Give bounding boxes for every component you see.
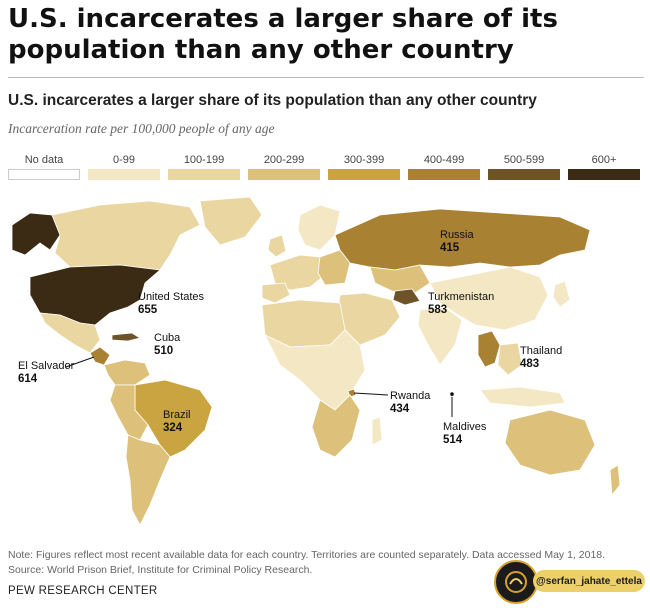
country-greenland bbox=[199, 196, 263, 246]
country-alaska bbox=[11, 212, 61, 256]
legend-item-100-199: 100-199 bbox=[168, 153, 240, 180]
country-central-africa bbox=[264, 329, 366, 411]
country-scandinavia bbox=[297, 204, 341, 251]
country-iberia bbox=[261, 282, 291, 304]
legend-swatch bbox=[328, 169, 400, 180]
leader-rwanda bbox=[353, 392, 389, 396]
country-central-america bbox=[89, 346, 111, 366]
country-kazakhstan bbox=[369, 264, 431, 294]
label-turkmenistan-name: Turkmenistan bbox=[428, 291, 495, 303]
label-russia-name: Russia bbox=[440, 229, 474, 241]
label-rwanda-name: Rwanda bbox=[390, 390, 431, 402]
channel-logo-icon bbox=[494, 560, 538, 604]
legend-label: 400-499 bbox=[423, 154, 465, 166]
source-line: Source: World Prison Brief, Institute fo… bbox=[8, 564, 313, 576]
legend-swatch bbox=[408, 169, 480, 180]
label-maldives-value: 514 bbox=[443, 434, 463, 446]
label-maldives: Maldives 514 bbox=[443, 421, 486, 447]
label-thailand-name: Thailand bbox=[520, 345, 563, 357]
label-thailand-value: 483 bbox=[520, 358, 540, 370]
legend-label: No data bbox=[24, 154, 64, 166]
country-new-zealand bbox=[609, 464, 621, 497]
countries bbox=[11, 196, 621, 526]
label-brazil-value: 324 bbox=[163, 422, 183, 434]
legend-swatch bbox=[568, 169, 640, 180]
country-australia bbox=[504, 409, 596, 476]
legend-swatch bbox=[8, 169, 80, 180]
leader-el-salvador bbox=[65, 356, 95, 368]
headline: U.S. incarcerates a larger share of its … bbox=[8, 4, 558, 65]
country-madagascar bbox=[371, 416, 383, 446]
legend-item-no-data: No data bbox=[8, 153, 80, 180]
legend-label: 500-599 bbox=[503, 154, 545, 166]
country-colombia bbox=[103, 359, 151, 386]
country-turkmenistan bbox=[392, 288, 421, 306]
label-cuba-value: 510 bbox=[154, 345, 174, 357]
label-turkmenistan-value: 583 bbox=[428, 304, 448, 316]
label-el-salvador-value: 614 bbox=[18, 373, 38, 385]
label-united-states: United States 655 bbox=[138, 291, 204, 317]
legend-item-200-299: 200-299 bbox=[248, 153, 320, 180]
chart-subtitle: Incarceration rate per 100,000 people of… bbox=[8, 121, 275, 136]
legend-item-500-599: 500-599 bbox=[488, 153, 560, 180]
channel-logo-mark bbox=[505, 571, 527, 593]
label-united-states-name: United States bbox=[138, 291, 205, 303]
country-japan bbox=[552, 280, 571, 308]
legend-swatch bbox=[488, 169, 560, 180]
legend-item-300-399: 300-399 bbox=[328, 153, 400, 180]
legend-swatch bbox=[88, 169, 160, 180]
legend-item-0-99: 0-99 bbox=[88, 153, 160, 180]
legend-item-600-plus: 600+ bbox=[568, 153, 640, 180]
label-cuba: Cuba 510 bbox=[154, 332, 180, 358]
organization-name: PEW RESEARCH CENTER bbox=[8, 585, 158, 597]
country-china bbox=[429, 266, 549, 331]
label-cuba-name: Cuba bbox=[154, 332, 181, 344]
label-united-states-value: 655 bbox=[138, 304, 158, 316]
label-russia: Russia 415 bbox=[440, 229, 474, 255]
label-rwanda-value: 434 bbox=[390, 403, 410, 415]
country-india bbox=[417, 306, 463, 366]
label-turkmenistan: Turkmenistan 583 bbox=[428, 291, 494, 317]
chart-title: U.S. incarcerates a larger share of its … bbox=[8, 92, 537, 109]
country-southern-africa bbox=[311, 394, 361, 458]
world-map: Russia 415 United States 655 Turkmenista… bbox=[0, 195, 650, 540]
legend-label: 200-299 bbox=[263, 154, 305, 166]
label-maldives-name: Maldives bbox=[443, 421, 487, 433]
country-thailand bbox=[477, 330, 501, 368]
country-cuba bbox=[111, 332, 142, 342]
label-brazil: Brazil 324 bbox=[163, 409, 191, 435]
country-indonesia bbox=[479, 386, 566, 408]
watermark-handle: @serfan_jahate_ettela bbox=[533, 570, 645, 592]
label-russia-value: 415 bbox=[440, 242, 460, 254]
legend-swatch bbox=[168, 169, 240, 180]
country-uk bbox=[267, 234, 287, 258]
label-brazil-name: Brazil bbox=[163, 409, 191, 421]
country-mexico bbox=[39, 312, 101, 354]
world-map-svg bbox=[11, 196, 621, 526]
legend-label: 0-99 bbox=[112, 154, 136, 166]
label-el-salvador-name: El Salvador bbox=[18, 360, 75, 372]
country-russia bbox=[334, 208, 591, 271]
label-rwanda: Rwanda 434 bbox=[390, 390, 430, 416]
country-southeast-asia bbox=[497, 342, 523, 376]
label-thailand: Thailand 483 bbox=[520, 345, 562, 371]
country-canada bbox=[51, 200, 201, 271]
maldives-dot bbox=[450, 392, 454, 396]
legend-label: 100-199 bbox=[183, 154, 225, 166]
country-argentina bbox=[125, 434, 171, 526]
legend-swatch bbox=[248, 169, 320, 180]
legend-item-400-499: 400-499 bbox=[408, 153, 480, 180]
divider bbox=[8, 77, 644, 78]
label-el-salvador: El Salvador 614 bbox=[18, 360, 74, 386]
legend-label: 300-399 bbox=[343, 154, 385, 166]
legend: No data 0-99 100-199 200-299 300-399 400… bbox=[8, 153, 644, 181]
legend-label: 600+ bbox=[591, 154, 617, 166]
footnote: Note: Figures reflect most recent availa… bbox=[8, 549, 606, 561]
